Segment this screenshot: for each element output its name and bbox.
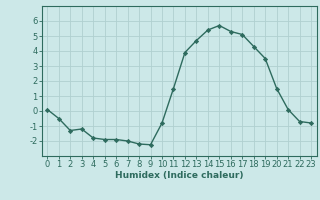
X-axis label: Humidex (Indice chaleur): Humidex (Indice chaleur) [115, 171, 244, 180]
